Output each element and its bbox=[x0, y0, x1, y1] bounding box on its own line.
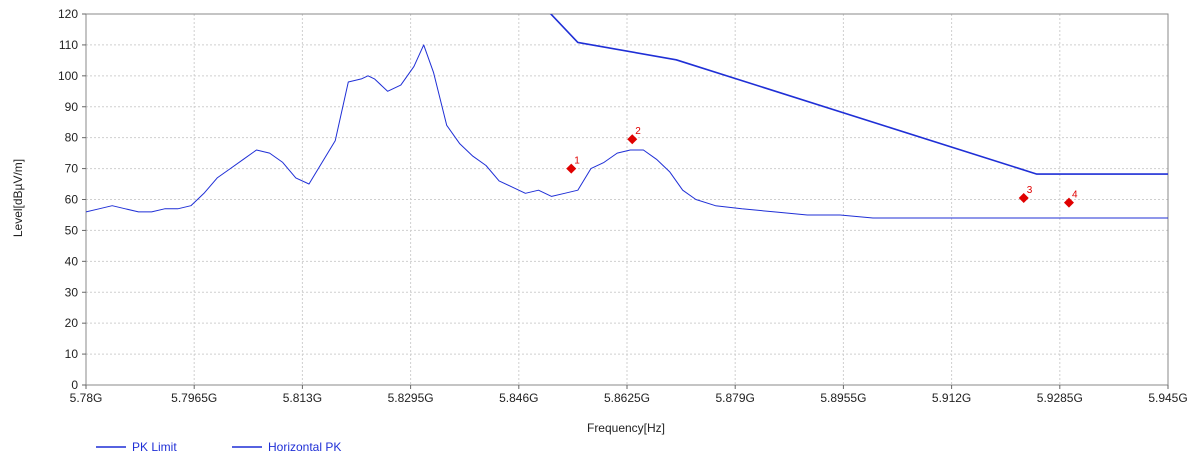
legend: PK Limit Horizontal PK bbox=[96, 440, 341, 454]
x-tick-label: 5.8295G bbox=[388, 391, 434, 405]
legend-label-pk-limit: PK Limit bbox=[132, 440, 177, 454]
y-tick-label: 120 bbox=[58, 7, 78, 21]
x-tick-label: 5.78G bbox=[70, 391, 103, 405]
y-axis-ticks: 0 10 20 30 40 50 60 70 80 90 100 110 120 bbox=[58, 7, 86, 392]
y-tick-label: 50 bbox=[65, 223, 79, 237]
x-tick-label: 5.846G bbox=[499, 391, 538, 405]
x-axis-ticks: 5.78G 5.7965G 5.813G 5.8295G 5.846G 5.8625G 5.… bbox=[70, 385, 1188, 405]
x-tick-label: 5.9285G bbox=[1037, 391, 1083, 405]
marker-layer: 1 2 3 4 bbox=[566, 126, 1078, 208]
y-tick-label: 30 bbox=[65, 285, 79, 299]
y-tick-label: 10 bbox=[65, 347, 79, 361]
y-tick-label: 40 bbox=[65, 254, 79, 268]
marker-3 bbox=[1018, 192, 1029, 203]
y-tick-label: 80 bbox=[65, 131, 79, 145]
x-tick-label: 5.945G bbox=[1148, 391, 1187, 405]
marker-label-4: 4 bbox=[1072, 190, 1078, 201]
y-tick-label: 60 bbox=[65, 193, 79, 207]
y-axis-label: Level[dBµV/m] bbox=[11, 159, 25, 237]
marker-2 bbox=[627, 134, 638, 145]
x-tick-label: 5.7965G bbox=[171, 391, 217, 405]
y-tick-label: 100 bbox=[58, 69, 78, 83]
series-line-pk-limit bbox=[549, 14, 1168, 175]
x-tick-label: 5.8955G bbox=[820, 391, 866, 405]
legend-label-horizontal-pk: Horizontal PK bbox=[268, 440, 341, 454]
marker-label-2: 2 bbox=[635, 126, 641, 137]
x-tick-label: 5.8625G bbox=[604, 391, 650, 405]
series-line-horizontal-pk bbox=[86, 44, 1168, 219]
y-tick-label: 70 bbox=[65, 162, 79, 176]
x-tick-label: 5.813G bbox=[283, 391, 322, 405]
marker-4 bbox=[1063, 197, 1074, 208]
x-axis-label: Frequency[Hz] bbox=[587, 421, 665, 435]
x-tick-label: 5.912G bbox=[932, 391, 971, 405]
series-layer bbox=[86, 14, 1168, 219]
marker-1 bbox=[566, 163, 577, 174]
x-tick-label: 5.879G bbox=[716, 391, 755, 405]
y-tick-label: 0 bbox=[71, 378, 78, 392]
marker-label-3: 3 bbox=[1027, 185, 1033, 196]
y-tick-label: 20 bbox=[65, 316, 79, 330]
y-tick-label: 110 bbox=[59, 38, 78, 52]
y-tick-label: 90 bbox=[65, 100, 79, 114]
marker-label-1: 1 bbox=[574, 156, 580, 167]
